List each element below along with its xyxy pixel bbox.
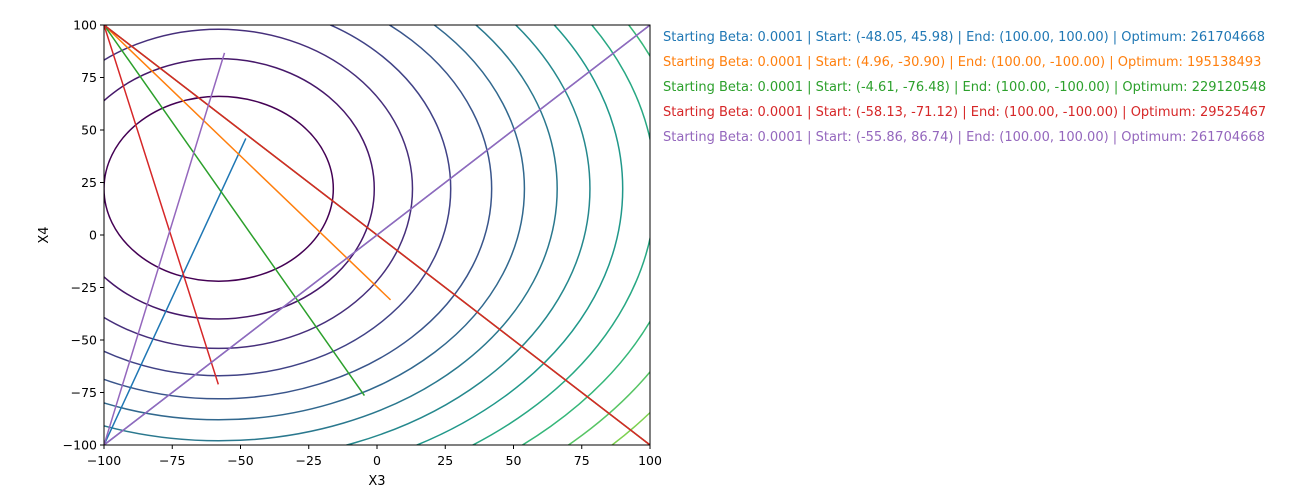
legend: Starting Beta: 0.0001 | Start: (-48.05, … xyxy=(663,30,1266,145)
contour-line xyxy=(104,25,558,442)
contour-line xyxy=(567,370,650,445)
contour-line xyxy=(471,25,650,445)
y-tick-label: 100 xyxy=(73,18,97,33)
x-tick-label: 0 xyxy=(373,453,381,468)
series-line xyxy=(104,25,650,445)
contour-line xyxy=(414,25,624,445)
y-tick-label: 25 xyxy=(81,175,97,190)
contour-lines xyxy=(0,0,852,500)
x-tick-label: −25 xyxy=(296,453,322,468)
y-tick-label: 0 xyxy=(89,228,97,243)
y-tick-label: −25 xyxy=(71,280,97,295)
contour-line xyxy=(104,28,414,350)
contour-line xyxy=(0,0,819,500)
y-tick-label: −50 xyxy=(71,333,97,348)
x-axis-ticks: −100 −75 −50 −25 0 25 50 75 100 xyxy=(87,445,662,468)
x-tick-label: −100 xyxy=(87,453,121,468)
legend-entry: Starting Beta: 0.0001 | Start: (-48.05, … xyxy=(663,30,1265,45)
legend-entry: Starting Beta: 0.0001 | Start: (-55.86, … xyxy=(663,130,1265,145)
x-tick-label: −50 xyxy=(227,453,253,468)
y-tick-label: 75 xyxy=(81,70,97,85)
contour-line xyxy=(0,0,787,500)
contour-line xyxy=(104,95,335,282)
contour-line xyxy=(104,25,526,421)
series-line xyxy=(104,25,650,445)
y-axis-label: X4 xyxy=(37,226,52,243)
contour-line xyxy=(104,57,375,320)
x-tick-label: −75 xyxy=(159,453,185,468)
contour-line xyxy=(343,25,591,445)
y-axis-ticks: −100 −75 −50 −25 0 25 50 75 100 xyxy=(63,18,104,453)
x-axis-label: X3 xyxy=(368,474,385,489)
contour-line xyxy=(104,25,493,400)
y-tick-label: −75 xyxy=(71,385,97,400)
series-lines xyxy=(104,25,650,445)
x-tick-label: 100 xyxy=(638,453,662,468)
legend-entry: Starting Beta: 0.0001 | Start: (-58.13, … xyxy=(663,105,1266,120)
contour-line xyxy=(0,0,852,500)
contour-line xyxy=(104,25,452,377)
legend-entry: Starting Beta: 0.0001 | Start: (4.96, -3… xyxy=(663,55,1261,70)
y-tick-label: 50 xyxy=(81,123,97,138)
y-tick-label: −100 xyxy=(63,438,97,453)
legend-entry: Starting Beta: 0.0001 | Start: (-4.61, -… xyxy=(663,80,1266,95)
x-tick-label: 75 xyxy=(574,453,590,468)
x-tick-label: 50 xyxy=(506,453,522,468)
x-tick-label: 25 xyxy=(437,453,453,468)
